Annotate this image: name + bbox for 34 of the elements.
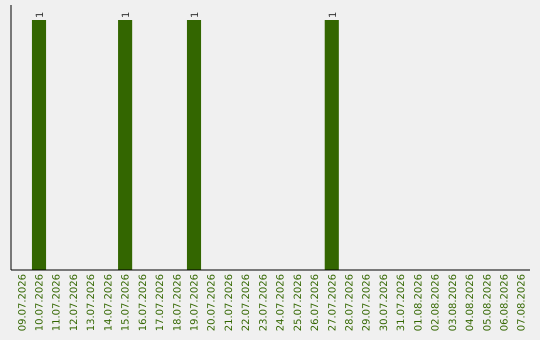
x-tick-label: 05.08.2026 [482,274,494,332]
x-tick-label: 31.07.2026 [396,274,408,332]
data-label: 1 [190,12,201,18]
x-tick-label: 27.07.2026 [327,274,338,332]
x-tick-label: 28.07.2026 [344,274,356,332]
x-tick-label: 25.07.2026 [292,274,304,332]
data-label: 1 [328,12,339,18]
x-tick-label: 19.07.2026 [190,274,200,332]
x-tick-label: 18.07.2026 [172,274,184,332]
x-tick-label: 29.07.2026 [362,274,373,332]
x-tick-label: 17.07.2026 [155,274,166,332]
x-tick-label: 06.08.2026 [499,274,510,332]
x-tick-label: 24.07.2026 [276,274,287,332]
x-tick-label: 01.08.2026 [413,274,424,332]
data-label: 1 [121,12,132,18]
x-tick-label: 22.07.2026 [241,274,252,332]
x-tick-label: 03.08.2026 [448,274,459,332]
x-tick-label: 07.08.2026 [516,274,528,332]
x-tick-label: 13.07.2026 [86,274,98,332]
x-tick-label: 20.07.2026 [206,274,218,332]
x-tick-label: 21.07.2026 [224,274,235,332]
x-tick-label: 04.08.2026 [465,274,476,332]
x-tick-label: 14.07.2026 [103,274,114,332]
x-tick-label: 23.07.2026 [258,274,270,332]
x-tick-label: 16.07.2026 [138,274,149,332]
x-tick-label: 12.07.2026 [68,274,80,332]
x-tick-label: 09.07.2026 [17,274,28,332]
x-tick-label: 15.07.2026 [120,274,132,332]
x-tick-label: 02.08.2026 [430,274,442,332]
x-tick-label: 10.07.2026 [34,274,46,332]
x-tick-label: 11.07.2026 [52,274,63,332]
data-label: 1 [35,12,46,18]
x-tick-label: 30.07.2026 [378,274,390,332]
x-tick-label: 26.07.2026 [310,274,322,332]
